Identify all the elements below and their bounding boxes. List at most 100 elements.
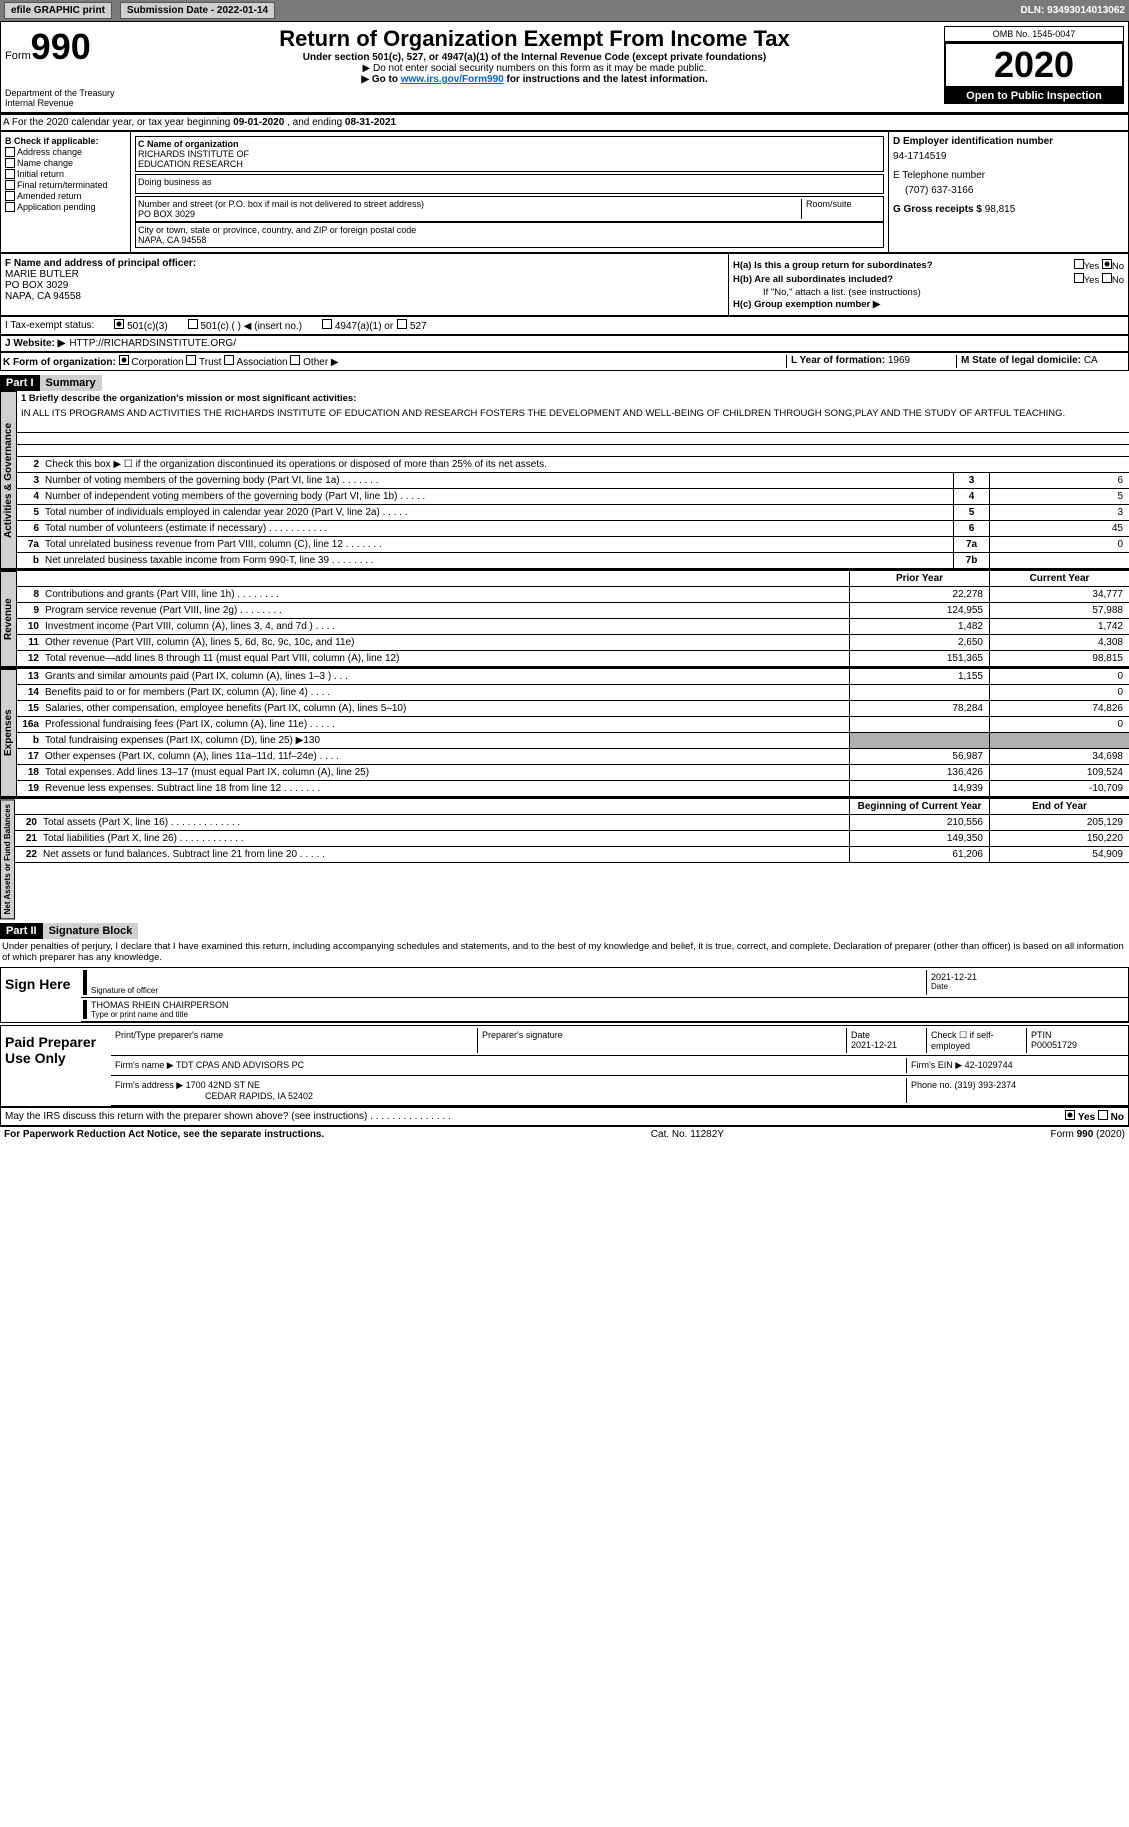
i-row: I Tax-exempt status: 501(c)(3) 501(c) ( … [0,316,1129,335]
expenses-section: Expenses 13Grants and similar amounts pa… [0,667,1129,797]
cb-amended[interactable] [5,191,15,201]
subtitle2: ▶ Do not enter social security numbers o… [125,63,944,74]
form-header: Form990 Department of the Treasury Inter… [0,21,1129,113]
table-row: 7aTotal unrelated business revenue from … [17,537,1129,553]
check-column: B Check if applicable: Address change Na… [1,132,131,252]
c-label: C Name of organization [138,139,881,149]
hb-no[interactable] [1102,273,1112,283]
city-label: City or town, state or province, country… [138,225,881,235]
table-row: 8Contributions and grants (Part VIII, li… [17,587,1129,603]
table-row: 3Number of voting members of the governi… [17,473,1129,489]
table-row: 11Other revenue (Part VIII, column (A), … [17,635,1129,651]
gov-label: Activities & Governance [0,391,17,569]
table-row: 10Investment income (Part VIII, column (… [17,619,1129,635]
sign-here-section: Sign Here Signature of officer 2021-12-2… [0,967,1129,1023]
cb-501c3[interactable] [114,319,124,329]
tax-year: 2020 [946,44,1122,86]
section-a: A For the 2020 calendar year, or tax yea… [0,113,1129,131]
irs-label: Internal Revenue [5,98,117,108]
j-row: J Website: ▶ HTTP://RICHARDSINSTITUTE.OR… [0,335,1129,352]
phone: (707) 637-3166 [893,181,1124,204]
netassets-section: Net Assets or Fund Balances Beginning of… [0,797,1129,919]
table-row: bNet unrelated business taxable income f… [17,553,1129,569]
cb-initial[interactable] [5,169,15,179]
dln: DLN: 93493014013062 [1020,5,1125,16]
k-row: K Form of organization: Corporation Trus… [0,352,1129,371]
table-row: bTotal fundraising expenses (Part IX, co… [17,733,1129,749]
open-public: Open to Public Inspection [944,88,1124,104]
cb-final[interactable] [5,180,15,190]
table-row: 5Total number of individuals employed in… [17,505,1129,521]
dept-treasury: Department of the Treasury [5,88,117,98]
room-label: Room/suite [806,199,881,209]
discuss-no[interactable] [1098,1110,1108,1120]
subtitle1: Under section 501(c), 527, or 4947(a)(1)… [125,52,944,63]
cb-assoc[interactable] [224,355,234,365]
org-name2: EDUCATION RESEARCH [138,159,881,169]
table-row: 9Program service revenue (Part VIII, lin… [17,603,1129,619]
table-row: 6Total number of volunteers (estimate if… [17,521,1129,537]
goto-post: for instructions and the latest informat… [504,74,708,85]
table-row: 4Number of independent voting members of… [17,489,1129,505]
cb-other[interactable] [290,355,300,365]
cb-4947[interactable] [322,319,332,329]
g-val: 98,815 [985,204,1016,215]
form-number: 990 [31,26,91,67]
submission-date: Submission Date - 2022-01-14 [120,2,275,19]
part2-header: Part II Signature Block [0,923,1129,939]
f-label: F Name and address of principal officer: [5,258,196,269]
cb-pending[interactable] [5,202,15,212]
ha-no[interactable] [1102,259,1112,269]
irs-link[interactable]: www.irs.gov/Form990 [401,74,504,85]
table-row: 17Other expenses (Part IX, column (A), l… [17,749,1129,765]
discuss-yes[interactable] [1065,1110,1075,1120]
officer-addr2: NAPA, CA 94558 [5,291,724,302]
hb-yes[interactable] [1074,273,1084,283]
b-label: B Check if applicable: [5,136,126,146]
efile-button[interactable]: efile GRAPHIC print [4,2,112,19]
footer: For Paperwork Reduction Act Notice, see … [0,1126,1129,1142]
cb-name[interactable] [5,158,15,168]
discuss-row: May the IRS discuss this return with the… [0,1107,1129,1126]
ein: 94-1714519 [893,147,1124,170]
city: NAPA, CA 94558 [138,235,881,245]
cb-527[interactable] [397,319,407,329]
table-row: 16aProfessional fundraising fees (Part I… [17,717,1129,733]
street: PO BOX 3029 [138,209,801,219]
rev-label: Revenue [0,571,17,667]
cb-address[interactable] [5,147,15,157]
dba-label: Doing business as [138,177,881,187]
na-label: Net Assets or Fund Balances [0,799,15,919]
form-prefix: Form [5,50,31,62]
d-label: D Employer identification number [893,136,1124,147]
goto-pre: ▶ Go to [361,74,400,85]
exp-label: Expenses [0,669,17,797]
org-name1: RICHARDS INSTITUTE OF [138,149,881,159]
g-label: G Gross receipts $ [893,204,985,215]
hc-label: H(c) Group exemption number ▶ [733,299,880,310]
officer-name: MARIE BUTLER [5,269,724,280]
table-row: 20Total assets (Part X, line 16) . . . .… [15,815,1129,831]
cb-trust[interactable] [186,355,196,365]
street-label: Number and street (or P.O. box if mail i… [138,199,801,209]
table-row: 19Revenue less expenses. Subtract line 1… [17,781,1129,797]
table-row: 14Benefits paid to or for members (Part … [17,685,1129,701]
mission: IN ALL ITS PROGRAMS AND ACTIVITIES THE R… [17,406,1129,421]
paid-preparer-section: Paid Preparer Use Only Print/Type prepar… [0,1025,1129,1107]
officer-addr1: PO BOX 3029 [5,280,724,291]
table-row: 2Check this box ▶ ☐ if the organization … [17,457,1129,473]
table-row: 15Salaries, other compensation, employee… [17,701,1129,717]
website: HTTP://RICHARDSINSTITUTE.ORG/ [69,338,236,349]
cb-501c[interactable] [188,319,198,329]
ha-yes[interactable] [1074,259,1084,269]
cb-corp[interactable] [119,355,129,365]
governance-section: Activities & Governance 1 Briefly descri… [0,391,1129,569]
info-row: B Check if applicable: Address change Na… [0,131,1129,253]
table-row: 21Total liabilities (Part X, line 26) . … [15,831,1129,847]
top-bar: efile GRAPHIC print Submission Date - 20… [0,0,1129,21]
table-row: 18Total expenses. Add lines 13–17 (must … [17,765,1129,781]
penalty-text: Under penalties of perjury, I declare th… [0,939,1129,965]
table-row: 22Net assets or fund balances. Subtract … [15,847,1129,863]
table-row: 12Total revenue—add lines 8 through 11 (… [17,651,1129,667]
main-title: Return of Organization Exempt From Incom… [125,26,944,52]
